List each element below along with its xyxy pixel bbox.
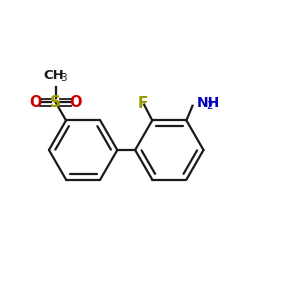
Text: F: F: [137, 96, 148, 111]
Text: CH: CH: [43, 69, 64, 82]
Text: 3: 3: [61, 74, 67, 83]
Text: S: S: [50, 95, 61, 110]
Text: O: O: [29, 95, 42, 110]
Text: O: O: [70, 95, 82, 110]
Text: 2: 2: [207, 101, 213, 111]
Text: NH: NH: [197, 96, 220, 110]
